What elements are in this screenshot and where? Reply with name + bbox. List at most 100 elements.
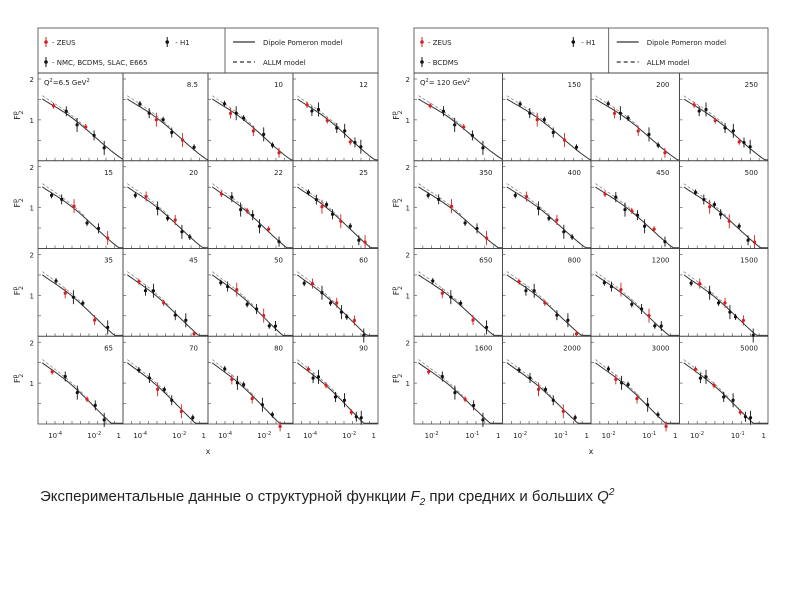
- q2-prefix: Q: [44, 79, 50, 87]
- x-tick-label: 1: [372, 432, 376, 440]
- panel: 150: [502, 72, 592, 162]
- q2-label: 1200: [652, 257, 670, 265]
- zeus-point: [235, 288, 239, 292]
- legend-h1-marker: [571, 40, 576, 44]
- h1-point: [339, 310, 344, 314]
- dipole-curve: [683, 186, 768, 249]
- zeus-point: [738, 410, 742, 414]
- allm-curve: [212, 183, 255, 218]
- zeus-point: [320, 205, 324, 209]
- h1-point: [302, 281, 306, 285]
- y-axis-label: Fp2: [391, 286, 404, 295]
- h1-point: [481, 146, 485, 150]
- x-tick-label: 10-2: [602, 431, 616, 440]
- q2-label: 1500: [740, 257, 758, 265]
- h1-point: [472, 403, 476, 407]
- allm-curve: [212, 271, 255, 307]
- q2-unit-sup: 2: [467, 78, 470, 84]
- legend-h1-marker: [165, 40, 169, 44]
- h1-point: [81, 301, 85, 305]
- legend-zeus-label: - ZEUS: [428, 39, 452, 47]
- zeus-point: [619, 288, 623, 292]
- x-tick-base: 10: [690, 432, 699, 440]
- zeus-point: [335, 301, 339, 305]
- x-tick-base: 10: [513, 432, 522, 440]
- h1-point: [270, 143, 275, 147]
- h1-point: [325, 202, 329, 207]
- zeus-point: [324, 383, 328, 387]
- y-axis-sub: 2: [397, 374, 404, 378]
- zeus-point: [440, 291, 444, 295]
- y-axis-label: Fp2: [391, 198, 404, 207]
- x-tick-label: 1: [585, 432, 589, 440]
- dipole-curve: [683, 362, 768, 424]
- q2-label: 20: [189, 169, 198, 177]
- allm-curve: [418, 183, 463, 217]
- h1-point: [316, 375, 321, 379]
- zeus-point: [85, 397, 89, 401]
- q2-first: = 120 GeV: [429, 79, 467, 87]
- panel: 5000: [679, 335, 769, 425]
- zeus-point: [137, 279, 141, 284]
- panel: 70: [122, 335, 209, 425]
- dipole-curve: [506, 98, 592, 161]
- caption-q-sup: 2: [608, 487, 615, 498]
- h1-point: [528, 111, 532, 115]
- h1-point: [316, 107, 321, 112]
- h1-point: [646, 403, 650, 407]
- h1-point: [60, 197, 64, 201]
- zeus-point: [162, 301, 166, 305]
- x-axis-label: x: [589, 447, 594, 456]
- legend-allm-label: ALLM model: [647, 59, 690, 67]
- h1-point: [106, 325, 110, 329]
- x-tick-label: 1: [762, 432, 766, 440]
- x-tick-base: 10: [342, 432, 351, 440]
- x-tick-label: 10-2: [172, 431, 186, 440]
- h1-point: [551, 398, 555, 402]
- x-tick-label: 10-4: [133, 431, 147, 440]
- panel: 25: [292, 160, 379, 250]
- h1-point: [54, 279, 58, 283]
- h1-point: [165, 216, 170, 220]
- x-tick-label: 10-1: [642, 431, 656, 440]
- h1-point: [137, 368, 141, 372]
- zeus-point: [305, 103, 309, 107]
- x-tick-label: 10-4: [218, 431, 232, 440]
- h1-point: [426, 193, 430, 197]
- allm-curve: [297, 183, 340, 218]
- allm-curve: [595, 271, 640, 307]
- h1-point: [71, 295, 75, 299]
- y-tick-label: 1: [406, 117, 410, 125]
- panel: 80: [207, 335, 294, 432]
- x-tick-exp: -2: [699, 431, 704, 437]
- legend-zeus-label: - ZEUS: [52, 39, 76, 47]
- zeus-point: [144, 194, 148, 199]
- caption-text-mid: при средних и больших: [425, 488, 598, 505]
- h1-point: [151, 289, 156, 293]
- h1-point: [162, 387, 166, 392]
- caption-text-before: Экспериментальные данные о структурной ф…: [40, 488, 411, 505]
- q2-label: 3000: [652, 344, 670, 352]
- h1-point: [555, 313, 559, 317]
- h1-point: [517, 368, 521, 372]
- y-tick-label: 2: [30, 252, 34, 260]
- h1-point: [330, 212, 335, 216]
- h1-point: [626, 382, 630, 387]
- legend-zeus-marker: [44, 40, 48, 44]
- h1-point: [723, 126, 727, 130]
- x-tick-label: 10-1: [554, 431, 568, 440]
- h1-point: [602, 281, 606, 285]
- dipole-curve: [418, 186, 503, 249]
- x-tick-exp: -4: [142, 431, 147, 437]
- y-axis-f: F: [392, 378, 401, 383]
- h1-point: [343, 129, 347, 133]
- panel: 10: [207, 72, 294, 162]
- q2-label: Q2= 120 GeV2: [420, 78, 470, 87]
- caption-f: F: [410, 488, 420, 505]
- caption-f-sub: 2: [419, 497, 426, 508]
- y-tick-label: 1: [30, 292, 34, 300]
- dipole-curve: [212, 98, 294, 161]
- x-tick-label: 10-1: [465, 431, 479, 440]
- zeus-point: [428, 104, 432, 108]
- x-tick-exp: -2: [351, 431, 356, 437]
